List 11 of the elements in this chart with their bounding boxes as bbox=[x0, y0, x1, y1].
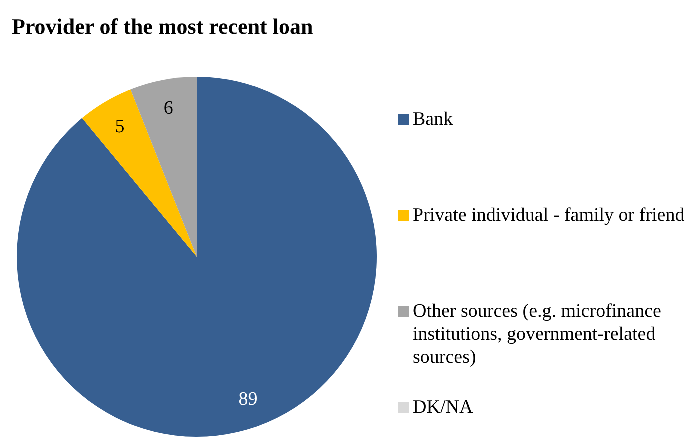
legend-label: DK/NA bbox=[413, 396, 474, 419]
legend-label: Bank bbox=[413, 108, 454, 131]
data-label: 89 bbox=[238, 388, 258, 410]
chart-title: Provider of the most recent loan bbox=[12, 14, 314, 40]
data-label: 6 bbox=[164, 98, 174, 119]
pie-slice bbox=[17, 77, 377, 437]
pie-slice bbox=[130, 77, 197, 257]
legend-label: Other sources (e.g. microfinance institutions, government-related sources) bbox=[413, 300, 662, 369]
legend-label: Private individual - family or friend bbox=[413, 204, 685, 227]
pie-slice bbox=[82, 90, 197, 257]
data-label: 5 bbox=[115, 116, 125, 138]
